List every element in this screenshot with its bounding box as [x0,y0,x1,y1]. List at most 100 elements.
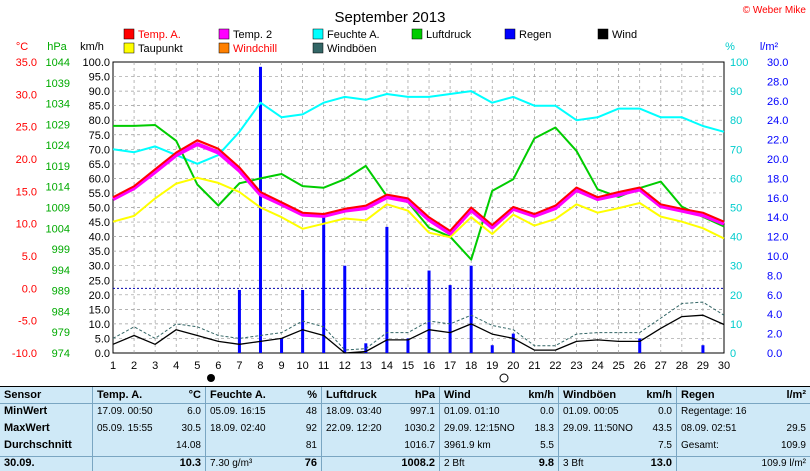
kmh-tick: 55.0 [89,188,110,200]
day-tick: 24 [591,360,603,372]
day-tick: 4 [173,360,179,372]
hum-avg: 81 [305,440,317,451]
hpa-tick: 1029 [46,119,70,131]
kmh-tick: 100.0 [82,57,110,69]
wind-bft: 2 Bft [444,458,465,469]
legend-label: Windböen [327,43,377,55]
lm2-tick: 14.0 [767,212,788,224]
day-tick: 23 [570,360,582,372]
rain-bar [469,265,473,353]
temp-tick: 5.0 [22,251,37,263]
rain-bar [490,345,494,353]
day-tick: 10 [296,360,308,372]
hpa-tick: 984 [52,306,70,318]
chart-axes: 35.0 30.0 25.0 20.0 15.0 10.0 5.0 0.0 -5.0 -10.0 1… [12,41,789,372]
legend-label: Feuchte A. [327,29,380,41]
rain-max: 29.5 [786,423,806,434]
temp-tick: 30.0 [16,89,37,101]
wind-distance: 3961.9 km [444,440,491,451]
hpa-tick: 999 [52,244,70,256]
gust-current: 13.0 [650,457,672,469]
day-tick: 14 [381,360,393,372]
day-tick: 21 [528,360,540,372]
legend-label: Temp. A. [138,29,181,41]
temp-tick: -10.0 [12,348,37,360]
day-tick: 22 [549,360,561,372]
stats-gusts: Windböen km/h 01.09. 00:05 0.0 29.09. 11:5… [559,387,676,471]
series-temp-a- [112,139,725,232]
day-tick: 18 [465,360,477,372]
day-tick: 6 [215,360,221,372]
lm2-tick: 16.0 [767,193,788,205]
gust-min-date: 01.09. 00:05 [563,406,619,417]
weather-chart: 35.0 30.0 25.0 20.0 15.0 10.0 5.0 0.0 -5.0 -10.0 1… [12,5,806,383]
min-label: MinWert [4,405,48,417]
wind-avg: 5.5 [540,440,554,451]
legend-swatch [597,28,609,40]
moon-full-icon [499,373,509,383]
lm2-tick: 20.0 [767,154,788,166]
legend-label: Regen [519,29,551,41]
legend-swatch [312,42,324,54]
rain-bar [701,345,705,353]
day-tick: 3 [152,360,158,372]
hum-min-date: 05.09. 16:15 [210,406,266,417]
gust-max-date: 29.09. 11:50NO [563,423,633,434]
legend-swatch [123,42,135,54]
sensor-label: Sensor [4,389,42,401]
wind-unit: km/h [528,389,554,401]
legend-swatch [218,42,230,54]
pct-tick: 0 [730,348,736,360]
temp-tick: 20.0 [16,154,37,166]
temp-tick: -5.0 [18,316,37,328]
series-windb-en [112,301,725,351]
temp-tick: 10.0 [16,219,37,231]
press-min: 997.1 [409,406,435,417]
col-divider [676,387,677,471]
legend-label: Taupunkt [138,43,183,55]
temp-tick: 0.0 [22,283,37,295]
day-tick: 8 [257,360,263,372]
pct-tick: 90 [730,86,742,98]
day-tick: 15 [402,360,414,372]
day-tick: 2 [131,360,137,372]
pct-tick: 10 [730,319,742,331]
stats-row-labels: Sensor MinWert MaxWert Durchschnitt 30.0… [0,387,92,471]
gust-unit: km/h [646,389,672,401]
temp-title: Temp. A. [97,389,143,401]
wind-max-date: 29.09. 12:15NO [444,423,515,434]
kmh-tick: 35.0 [89,246,110,258]
legend-swatch [504,28,516,40]
legend-label: Temp. 2 [233,29,272,41]
legend-swatch [218,28,230,40]
kmh-tick: 75.0 [89,130,110,142]
rain-unit: l/m² [786,389,806,401]
temp-tick: 25.0 [16,122,37,134]
rain-total-label: Gesamt: [681,440,719,451]
gust-avg: 7.5 [658,440,672,451]
kmh-tick: 60.0 [89,173,110,185]
day-tick: 9 [278,360,284,372]
pct-tick: 20 [730,290,742,302]
gust-min: 0.0 [658,406,672,417]
temp-tick: 15.0 [16,186,37,198]
temp-max-date: 05.09. 15:55 [97,423,153,434]
hum-abs: 7.30 g/m³ [210,458,253,469]
hpa-tick: 1044 [46,57,70,69]
hum-unit: % [307,389,317,401]
pct-tick: 100 [730,57,748,69]
wind-min: 0.0 [540,406,554,417]
wind-max: 18.3 [534,423,554,434]
hpa-tick: 1014 [46,182,70,194]
kmh-tick: 20.0 [89,290,110,302]
rain-bar [638,338,642,353]
rain-bar [406,338,410,353]
gust-max: 43.5 [652,423,672,434]
gust-bft: 3 Bft [563,458,584,469]
lm2-tick: 22.0 [767,135,788,147]
kmh-tick: 15.0 [89,304,110,316]
temp-tick: 35.0 [16,57,37,69]
wind-current: 9.8 [538,457,554,469]
series-lines [112,90,725,354]
